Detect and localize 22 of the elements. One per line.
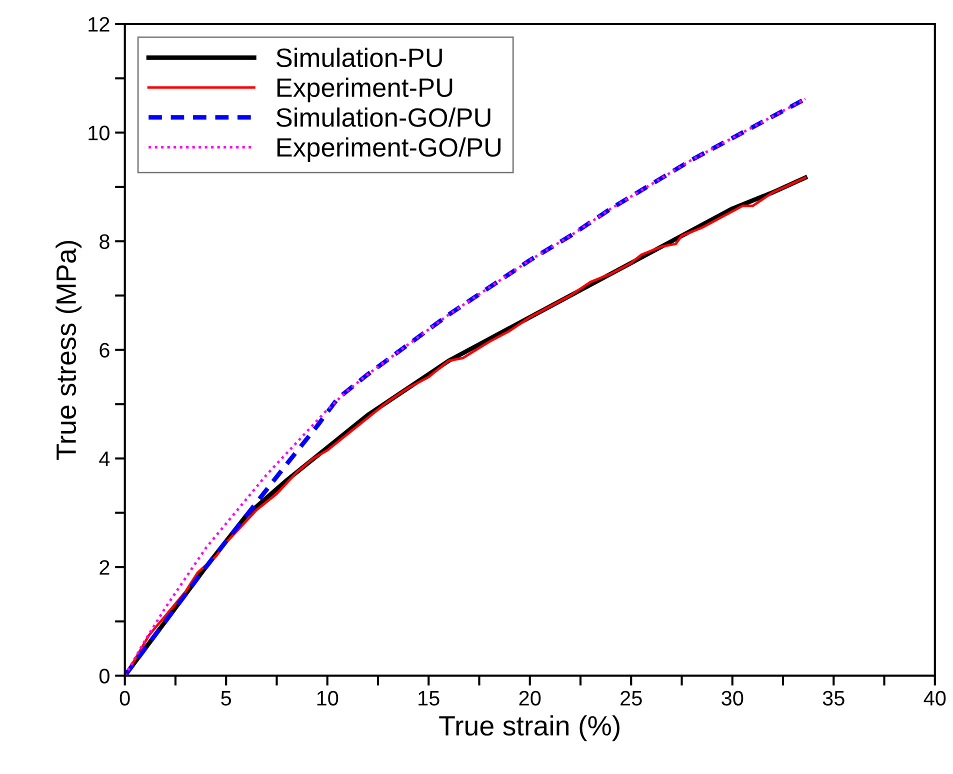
y-tick-label: 10	[88, 126, 110, 140]
x-tick-label: 40	[924, 690, 946, 706]
x-tick-label: 15	[418, 691, 440, 706]
y-axis-title: True stress (MPa)	[56, 240, 82, 460]
y-tick-label: 6	[100, 342, 110, 358]
x-tick-label: 5	[221, 691, 232, 706]
x-tick-label: 0	[120, 690, 130, 706]
x-tick-label: 35	[822, 690, 844, 706]
x-axis-title: True strain (%)	[439, 715, 620, 742]
legend-label: Experiment-GO/PU	[277, 137, 501, 162]
y-tick-label: 0	[99, 668, 110, 684]
y-tick-label: 2	[100, 560, 110, 575]
y-tick-label: 4	[99, 452, 110, 466]
x-tick-label: 25	[620, 690, 642, 706]
x-tick-label: 30	[722, 690, 744, 706]
x-tick-label: 20	[519, 690, 541, 706]
x-tick-label: 10	[317, 690, 338, 706]
legend-label: Simulation-GO/PU	[276, 108, 490, 127]
legend-label: Simulation-PU	[276, 48, 442, 68]
y-tick-label: 8	[100, 234, 110, 249]
y-tick-label: 12	[88, 16, 110, 32]
legend-label: Experiment-PU	[277, 78, 452, 102]
